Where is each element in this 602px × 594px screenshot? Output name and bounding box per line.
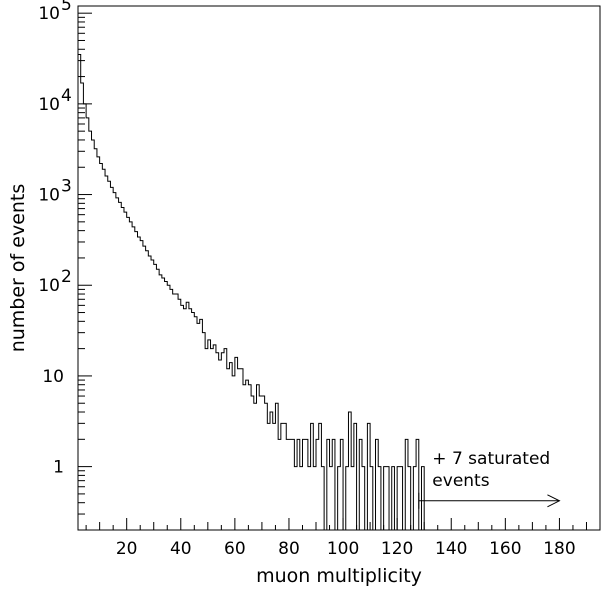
y-tick-exponent: 2: [61, 267, 72, 287]
x-tick-label: 100: [327, 539, 359, 559]
y-tick-exponent: 3: [61, 177, 72, 197]
saturated-events-note-line1: + 7 saturated: [432, 449, 550, 469]
y-tick-exponent: 5: [61, 0, 72, 15]
x-tick-label: 80: [278, 539, 300, 559]
histogram-series: [77, 54, 425, 531]
y-axis-title: number of events: [7, 184, 29, 353]
saturated-arrow-head: [547, 494, 561, 508]
x-tick-label: 180: [543, 539, 575, 559]
y-tick-label: 10: [38, 4, 60, 24]
x-axis-ticks: 20 40 60 80 100 120 140 160 180: [85, 518, 587, 559]
x-tick-label: 160: [489, 539, 521, 559]
x-tick-label: 40: [170, 539, 192, 559]
x-tick-label: 120: [381, 539, 413, 559]
x-axis-title: muon multiplicity: [256, 565, 422, 587]
y-tick-label: 10: [38, 186, 60, 206]
x-tick-label: 60: [224, 539, 246, 559]
y-tick-label: 10: [42, 367, 64, 387]
saturated-events-note-line2: events: [432, 471, 489, 491]
x-tick-label: 140: [435, 539, 467, 559]
y-tick-label: 10: [38, 95, 60, 115]
y-tick-label: 1: [53, 458, 64, 478]
x-tick-label: 20: [116, 539, 138, 559]
y-tick-label: 10: [38, 276, 60, 296]
y-tick-exponent: 4: [61, 86, 72, 106]
